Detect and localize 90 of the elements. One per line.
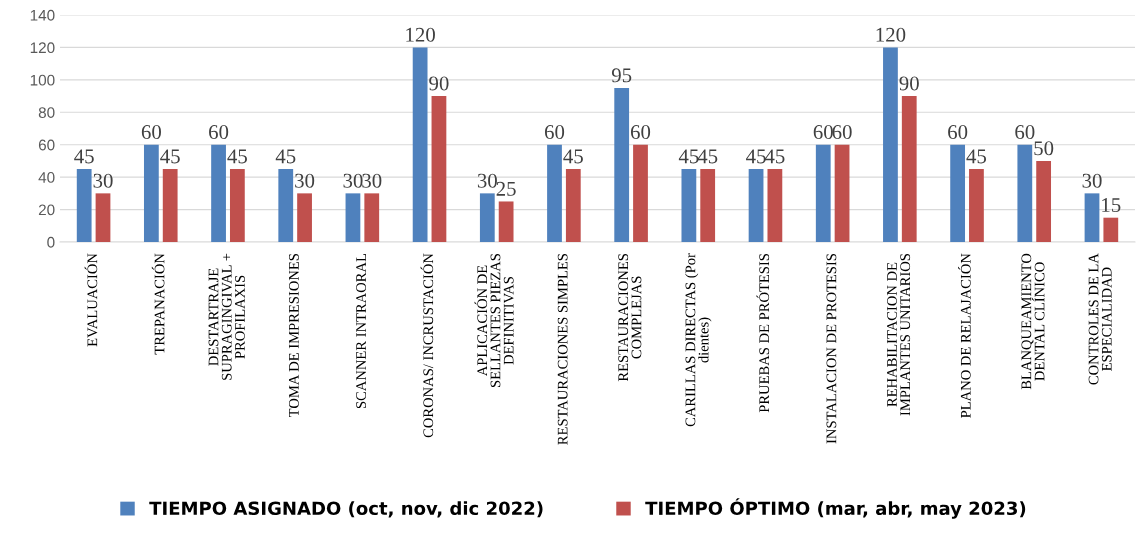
data-label: 45 (697, 149, 718, 164)
data-label: 30 (343, 173, 363, 188)
data-label: 30 (295, 173, 315, 188)
x-tick-label: PRUEBAS DE PRÓTESIS (756, 254, 770, 413)
data-label: 15 (1102, 198, 1121, 213)
data-label: 45 (678, 149, 699, 164)
data-label: 60 (544, 125, 565, 140)
bar (565, 169, 581, 242)
bar (95, 193, 111, 242)
legend-label: TIEMPO ASIGNADO (oct, nov, dic 2022) (149, 501, 543, 518)
data-label: 60 (141, 125, 161, 140)
bar (901, 96, 917, 242)
x-tick-label: INSTALACION DE PROTESIS (826, 254, 837, 444)
bar (681, 169, 697, 242)
x-tick-label: SCANNER INTRAORAL (356, 253, 366, 409)
x-tick-label: BLANQUEAMIENTO DENTAL CLÍNICO (1021, 253, 1045, 390)
bar (498, 201, 514, 242)
data-label: 60 (209, 125, 229, 140)
bar (834, 144, 850, 242)
y-tick-label: 0 (47, 236, 55, 248)
bar (297, 193, 312, 242)
x-tick-label: RESTAURACIONES SIMPLES (557, 254, 568, 445)
legend-label: TIEMPO ÓPTIMO (mar, abr, may 2023) (645, 498, 1026, 519)
bar (950, 144, 966, 242)
data-label: 60 (813, 125, 833, 140)
x-tick-label: CONTROLES DE LA ESPECIALIDAD (1088, 253, 1112, 385)
bar (345, 193, 361, 242)
y-tick-label: 20 (38, 204, 55, 216)
bar (479, 193, 495, 242)
bar (229, 169, 245, 242)
bar (412, 47, 428, 242)
data-label: 30 (1082, 173, 1102, 188)
x-tick-label: PLANO DE RELAJACIÓN (958, 253, 971, 418)
x-tick-label: DESTARTRAJE SUPRAGINGIVAL + PROFILAXIS (208, 253, 245, 380)
y-tick-label: 120 (30, 42, 55, 54)
bar (211, 144, 226, 242)
bar (143, 144, 159, 242)
y-tick-label: 140 (30, 9, 55, 21)
data-label: 45 (966, 149, 987, 164)
bar (815, 144, 831, 242)
data-label: 95 (611, 68, 632, 83)
data-label: 60 (1015, 125, 1035, 140)
data-label: 30 (477, 173, 497, 188)
bar (748, 169, 764, 242)
data-label: 45 (160, 149, 180, 164)
data-label: 45 (764, 149, 785, 164)
data-label: 120 (406, 27, 435, 42)
bar (883, 47, 898, 242)
data-label: 60 (630, 125, 651, 140)
x-tick-label: EVALUACIÓN (84, 253, 98, 347)
x-tick-label: CARILLAS DIRECTAS (Por dientes) (685, 253, 712, 427)
bar (767, 169, 783, 242)
y-tick-label: 80 (38, 107, 55, 118)
bar (969, 169, 984, 242)
data-label: 45 (563, 149, 583, 164)
y-tick-label: 100 (30, 74, 55, 86)
bar (1084, 193, 1100, 242)
x-tick-label: RESTAURACIONES COMPLEJAS (618, 254, 642, 382)
y-tick-label: 40 (38, 172, 55, 183)
bar (1103, 217, 1119, 242)
y-tick-label: 60 (38, 139, 55, 151)
data-label: 45 (227, 149, 247, 164)
data-label: 120 (876, 27, 906, 42)
bar (1036, 160, 1052, 242)
bar (431, 96, 447, 242)
bar (162, 169, 178, 242)
data-label: 90 (429, 76, 449, 91)
data-label: 30 (93, 173, 113, 188)
bar (278, 169, 294, 242)
bar (633, 144, 648, 242)
x-tick-label: TREPANACIÓN (151, 253, 165, 355)
data-label: 90 (899, 76, 919, 91)
data-label: 50 (1034, 141, 1054, 156)
bar (700, 169, 716, 242)
data-label: 60 (832, 125, 852, 140)
x-tick-label: APLICACIÓN DE SELLANTES PIEZAS DEFINITIVAS (474, 254, 514, 388)
data-label: 25 (496, 181, 516, 196)
bar (614, 87, 630, 242)
x-tick-label: REHABILITACION DE IMPLANTES UNITARIOS (887, 254, 911, 416)
data-label: 45 (275, 149, 296, 164)
bar (364, 193, 380, 242)
bar (76, 169, 92, 242)
data-label: 45 (74, 149, 94, 164)
data-label: 45 (746, 149, 766, 164)
x-tick-label: CORONAS/ INCRUSTACIÓN (420, 253, 434, 438)
x-tick-label: TOMA DE IMPRESIONES (289, 254, 299, 418)
bar (1017, 144, 1033, 242)
data-label: 30 (362, 173, 382, 188)
data-label: 60 (948, 125, 968, 140)
bar (547, 144, 562, 242)
